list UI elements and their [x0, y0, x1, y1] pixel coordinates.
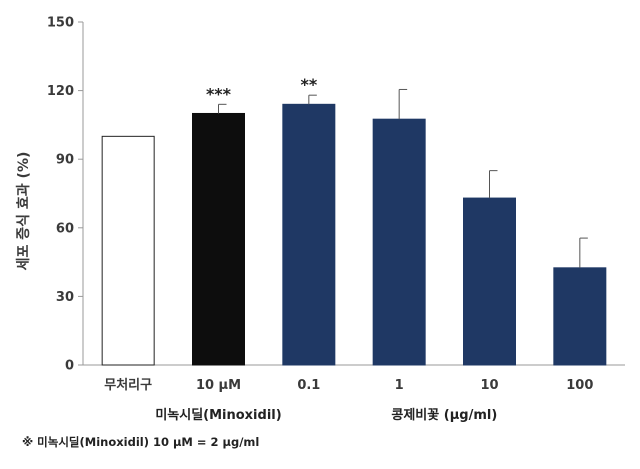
y-axis-label: 세포 증식 효과 (%) [16, 152, 32, 271]
y-axis-label-group: 세포 증식 효과 (%) [16, 152, 32, 271]
error-bars [218, 88, 588, 268]
y-tick-label: 30 [56, 290, 74, 305]
x-tick-label: 무처리구 [104, 377, 152, 393]
y-tick-label: 60 [56, 221, 74, 236]
bar [192, 112, 245, 366]
y-tick-label: 120 [47, 84, 74, 99]
y-tick-label: 0 [65, 359, 74, 374]
x-tick-label: 100 [566, 378, 593, 393]
x-ticks: 무처리구 10 μM 0.1 1 10 100 [104, 377, 593, 393]
x-tick-label: 1 [395, 378, 404, 393]
significance-mark: ** [300, 75, 317, 94]
significance-marks: *** ** [206, 75, 318, 103]
group-label: 콩제비꽃 (μg/ml) [391, 408, 497, 423]
bar [553, 267, 607, 366]
x-tick-label: 10 μM [196, 378, 241, 393]
group-labels: 미녹시딜(Minoxidil) 콩제비꽃 (μg/ml) [155, 407, 497, 423]
bar [372, 118, 426, 366]
significance-mark: *** [206, 84, 232, 103]
y-tick-label: 150 [47, 16, 74, 31]
x-tick-label: 10 [480, 378, 498, 393]
bar [101, 135, 155, 366]
bar [463, 197, 516, 366]
bars [101, 103, 607, 366]
x-tick-label: 0.1 [297, 378, 320, 393]
y-ticks: 0 30 60 90 120 150 [47, 16, 83, 374]
y-tick-label: 90 [56, 153, 74, 168]
bar [282, 103, 336, 366]
axes [82, 22, 625, 366]
footnote: ※ 미녹시딜(Minoxidil) 10 μM = 2 μg/ml [22, 435, 260, 449]
group-label: 미녹시딜(Minoxidil) [155, 407, 281, 423]
